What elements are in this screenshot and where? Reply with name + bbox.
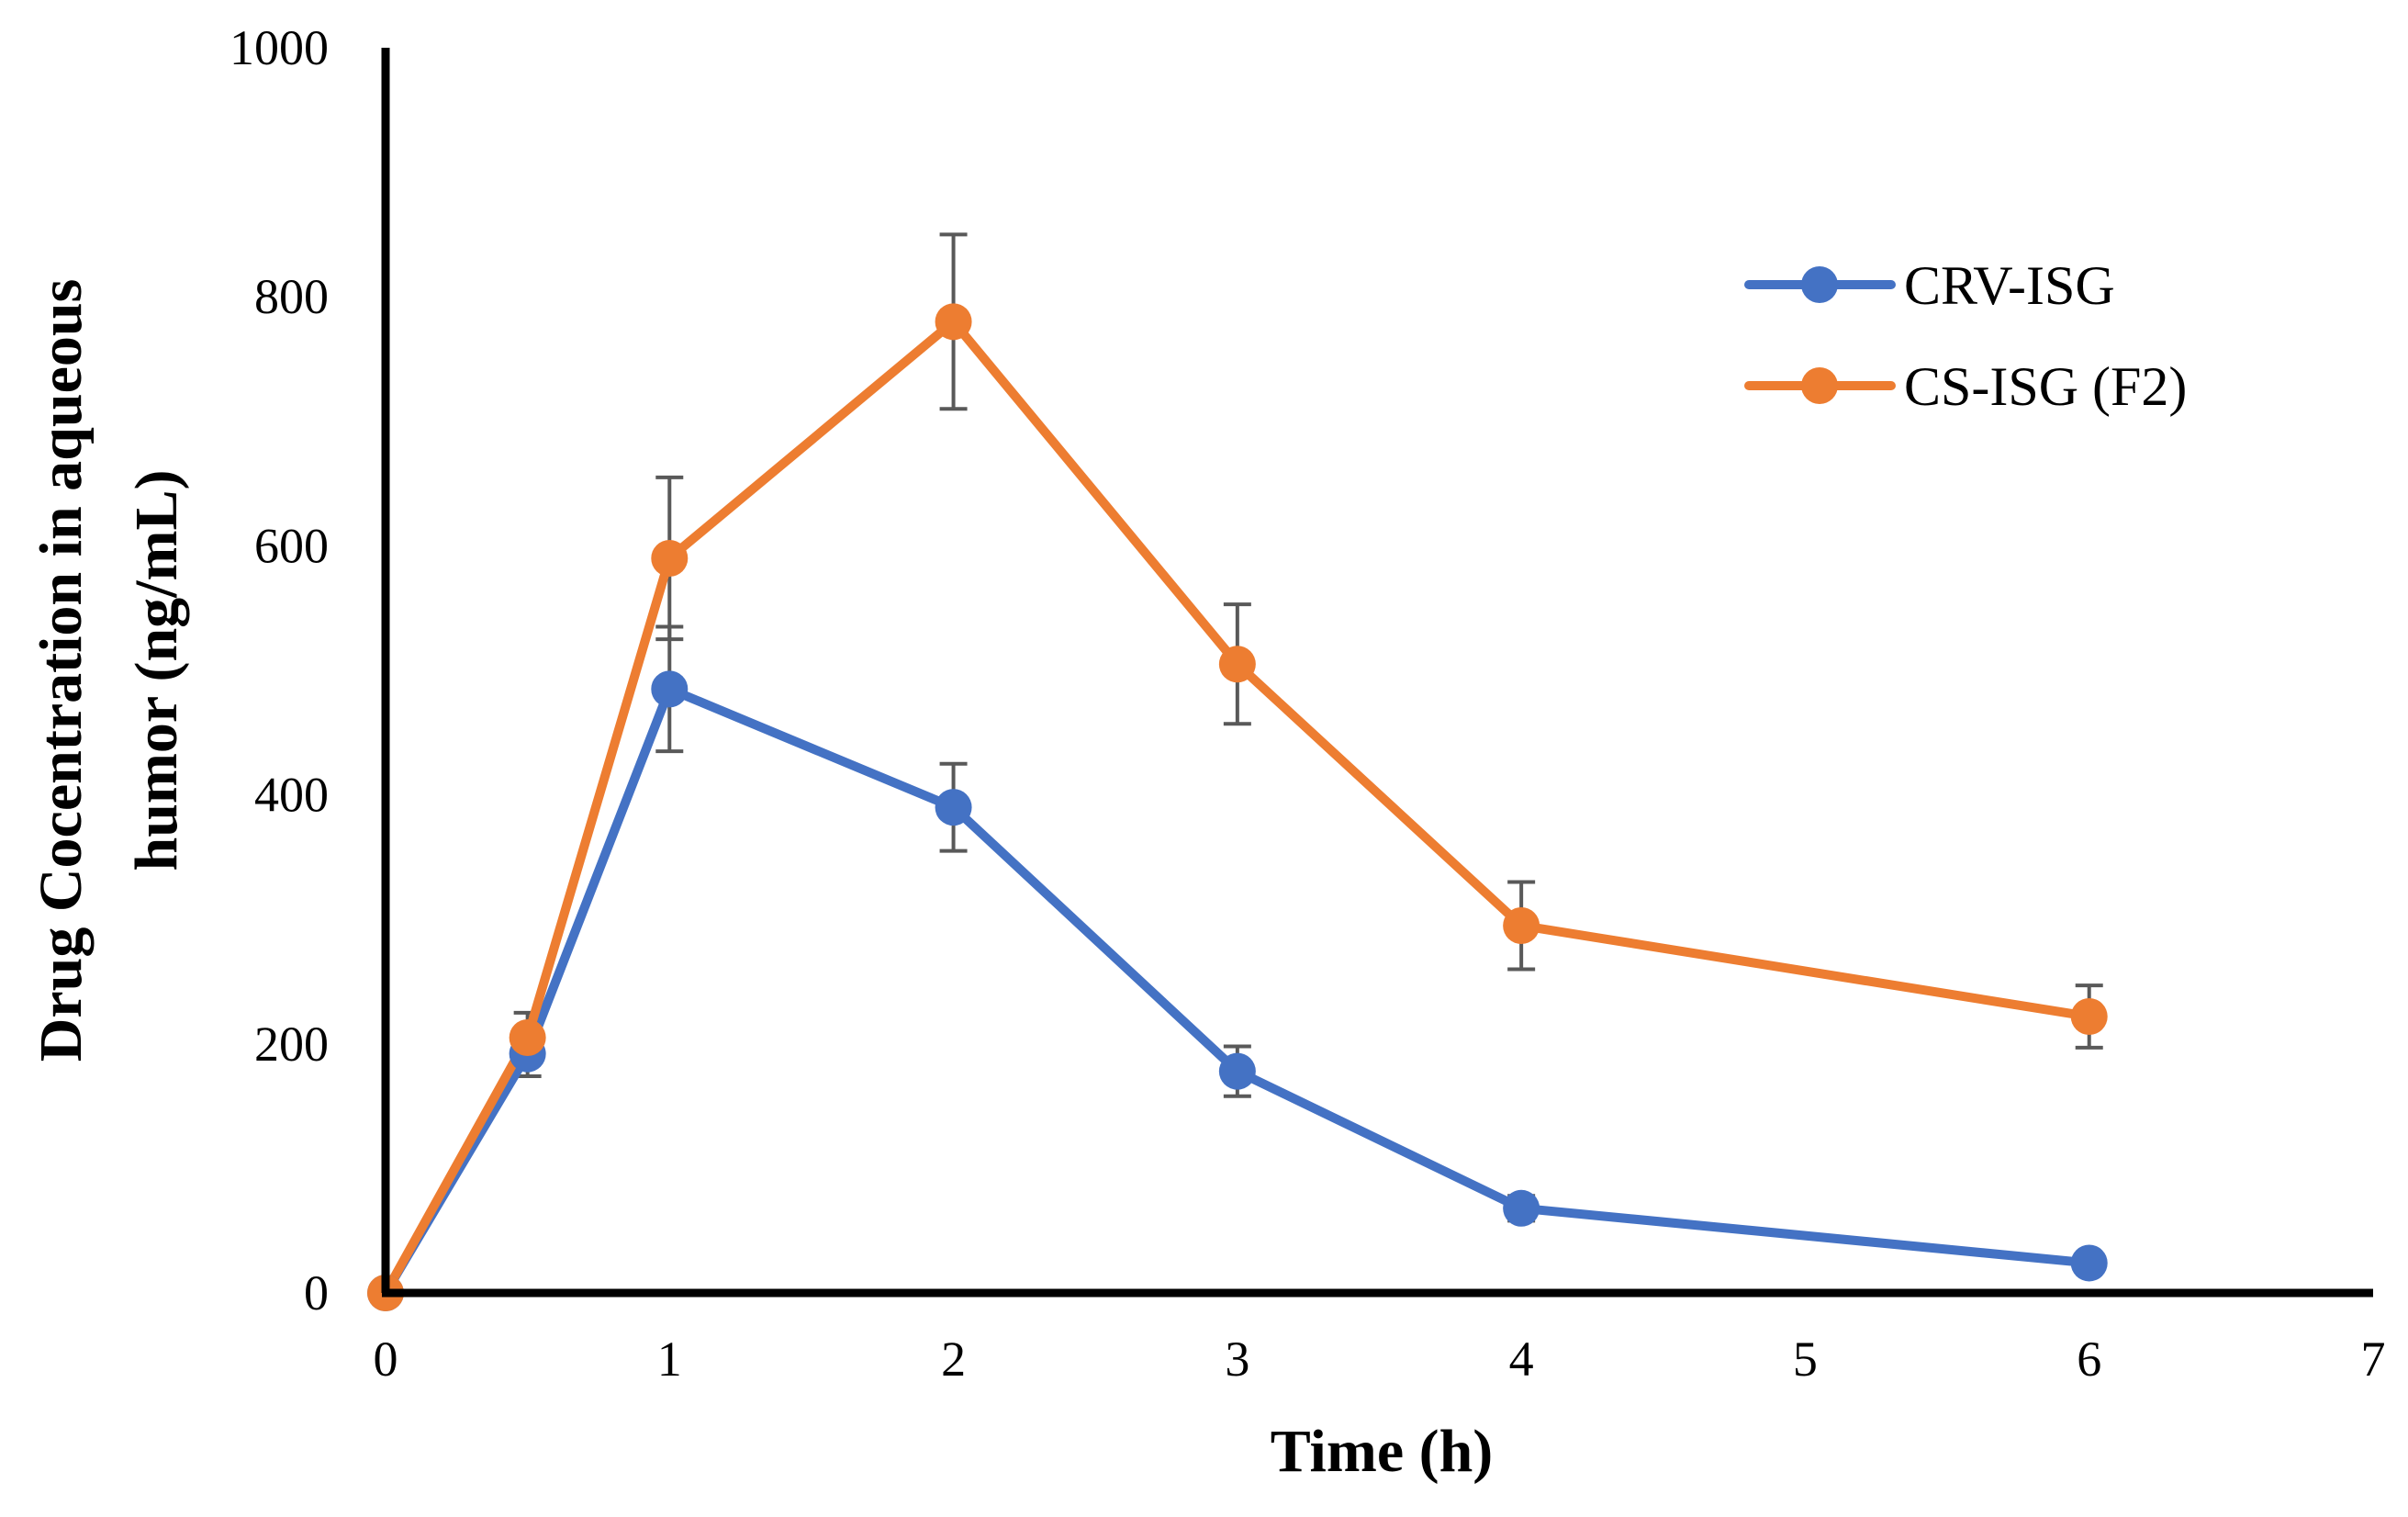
legend-marker xyxy=(1801,367,1838,404)
y-axis-title-line-2: humor (ng/mL) xyxy=(123,470,190,871)
data-point-1-4 xyxy=(1218,1052,1256,1090)
legend-entry-2: CS-ISG (F2) xyxy=(1744,356,2187,417)
y-tick-label: 1000 xyxy=(230,20,329,75)
tick-labels: 0 1 2 3 4 5 6 7 0 200 400 600 800 1000 xyxy=(230,20,2386,1387)
x-tick-label: 2 xyxy=(941,1332,966,1387)
axis-titles: Time (h) Drug Cocentration in aqueous hu… xyxy=(28,279,1493,1485)
data-point-1-3 xyxy=(935,789,972,826)
x-tick-label: 5 xyxy=(1793,1332,1818,1387)
data-point-2-2 xyxy=(651,539,689,577)
x-tick-label: 1 xyxy=(657,1332,682,1387)
x-tick-label: 0 xyxy=(374,1332,398,1387)
data-point-1-5 xyxy=(1503,1189,1540,1227)
data-point-2-5 xyxy=(1503,906,1540,944)
x-axis-title: Time (h) xyxy=(1271,1418,1494,1485)
series-lines xyxy=(381,317,2094,1298)
axes xyxy=(381,48,2373,1298)
data-point-2-6 xyxy=(2070,997,2108,1035)
y-tick-label: 600 xyxy=(254,518,329,573)
x-tick-label: 7 xyxy=(2361,1332,2386,1387)
y-tick-label: 200 xyxy=(254,1017,329,1072)
legend-label: CS-ISG (F2) xyxy=(1904,356,2187,417)
data-point-2-1 xyxy=(509,1019,546,1057)
legend-marker xyxy=(1801,266,1838,303)
x-tick-label: 3 xyxy=(1225,1332,1249,1387)
x-tick-label: 4 xyxy=(1509,1332,1534,1387)
series-line-2 xyxy=(381,317,2094,1298)
x-tick-label: 6 xyxy=(2077,1332,2101,1387)
y-axis-title-line-1: Drug Cocentration in aqueous xyxy=(28,279,95,1062)
series-line-1 xyxy=(381,684,2094,1298)
data-point-2-4 xyxy=(1218,646,1256,683)
series-markers xyxy=(367,303,2108,1311)
legend-label: CRV-ISG xyxy=(1904,255,2115,316)
y-tick-label: 0 xyxy=(304,1265,329,1320)
data-point-1-2 xyxy=(651,670,689,708)
legend: CRV-ISG CS-ISG (F2) xyxy=(1744,255,2187,417)
y-tick-label: 800 xyxy=(254,269,329,324)
data-point-2-3 xyxy=(935,303,972,341)
data-point-1-6 xyxy=(2070,1244,2108,1282)
legend-entry-1: CRV-ISG xyxy=(1744,255,2115,316)
y-tick-label: 400 xyxy=(254,768,329,823)
